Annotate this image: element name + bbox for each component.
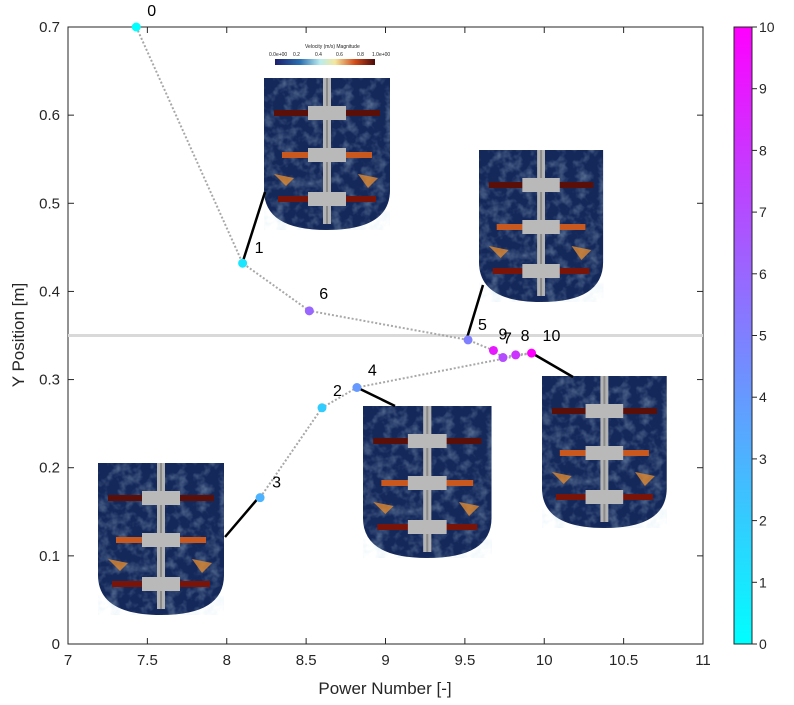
data-point-label: 3 bbox=[272, 475, 281, 492]
tank-inset-4 bbox=[98, 463, 224, 615]
connector-line bbox=[355, 385, 396, 408]
tank-inset-0 bbox=[264, 78, 390, 230]
data-point-label: 2 bbox=[333, 383, 342, 400]
colorbar-tick-label: 7 bbox=[759, 204, 767, 220]
y-axis-label: Y Position [m] bbox=[9, 283, 28, 388]
x-tick-label: 10 bbox=[536, 652, 553, 669]
data-point-label: 0 bbox=[147, 3, 156, 20]
data-point-label: 9 bbox=[498, 326, 507, 343]
colorbar-tick-label: 8 bbox=[759, 142, 767, 158]
data-point-label: 8 bbox=[521, 328, 530, 345]
data-point-label: 1 bbox=[255, 240, 264, 257]
velocity-legend-tick: 0.2 bbox=[293, 52, 300, 58]
data-point-label: 4 bbox=[368, 363, 377, 380]
velocity-legend-tick: 0.6 bbox=[336, 52, 343, 58]
connector-line bbox=[224, 495, 261, 538]
connector-line bbox=[465, 284, 485, 339]
x-tick-label: 9 bbox=[381, 652, 389, 669]
colorbar-tick-label: 4 bbox=[759, 389, 767, 405]
y-tick-label: 0.2 bbox=[39, 460, 60, 477]
data-point bbox=[527, 348, 537, 358]
x-tick-label: 7.5 bbox=[137, 652, 158, 669]
velocity-legend-tick: 0.4 bbox=[315, 52, 322, 58]
y-tick-label: 0 bbox=[52, 636, 60, 653]
colorbar-tick-label: 9 bbox=[759, 81, 767, 97]
tank-inset-1 bbox=[479, 150, 603, 302]
y-tick-label: 0.1 bbox=[39, 548, 60, 565]
x-tick-label: 8.5 bbox=[296, 652, 317, 669]
velocity-legend-title: Velocity (m/s) Magnitude bbox=[305, 44, 360, 50]
y-tick-label: 0.7 bbox=[39, 19, 60, 36]
velocity-colorbar bbox=[275, 59, 375, 65]
x-tick-label: 11 bbox=[695, 652, 711, 669]
colorbar-tick-label: 6 bbox=[759, 266, 767, 282]
data-point bbox=[352, 383, 362, 393]
data-point bbox=[463, 335, 473, 345]
y-tick-label: 0.4 bbox=[39, 283, 60, 300]
data-point bbox=[238, 258, 248, 268]
data-point-label: 5 bbox=[478, 317, 487, 334]
colorbar-tick-label: 0 bbox=[759, 636, 767, 652]
velocity-legend-tick: 0.8 bbox=[357, 52, 364, 58]
colorbar-tick-label: 10 bbox=[759, 19, 775, 35]
y-tick-label: 0.3 bbox=[39, 372, 60, 389]
x-axis-label: Power Number [-] bbox=[318, 679, 451, 698]
colorbar-tick-label: 5 bbox=[759, 328, 767, 344]
data-point bbox=[304, 306, 314, 316]
data-point-label: 10 bbox=[543, 328, 561, 345]
tank-insets: Velocity (m/s) Magnitude 0.0e+00 0.2 0.4… bbox=[98, 44, 667, 615]
data-point bbox=[255, 493, 265, 503]
data-point bbox=[488, 345, 498, 355]
colorbar-tick-label: 2 bbox=[759, 513, 767, 529]
x-tick-label: 9.5 bbox=[454, 652, 475, 669]
x-tick-label: 10.5 bbox=[609, 652, 638, 669]
connector-line bbox=[241, 191, 267, 262]
data-point bbox=[131, 22, 141, 32]
tank-inset-3 bbox=[363, 406, 492, 558]
velocity-legend: Velocity (m/s) Magnitude 0.0e+00 0.2 0.4… bbox=[269, 44, 390, 65]
y-tick-label: 0.6 bbox=[39, 107, 60, 124]
colorbar-tick-label: 3 bbox=[759, 451, 767, 467]
data-point bbox=[498, 353, 508, 363]
velocity-legend-tick: 1.0e+00 bbox=[372, 52, 390, 58]
connector-line bbox=[529, 350, 574, 379]
data-point-label: 7 bbox=[503, 331, 512, 348]
velocity-legend-tick: 0.0e+00 bbox=[269, 52, 287, 58]
data-point bbox=[317, 403, 327, 413]
x-tick-label: 8 bbox=[223, 652, 231, 669]
y-tick-label: 0.5 bbox=[39, 195, 60, 212]
tank-inset-2 bbox=[542, 376, 667, 528]
x-tick-label: 7 bbox=[64, 652, 72, 669]
colorbar bbox=[733, 26, 753, 645]
data-point-label: 6 bbox=[319, 286, 328, 303]
data-point bbox=[511, 350, 521, 360]
colorbar-tick-label: 1 bbox=[759, 574, 767, 590]
